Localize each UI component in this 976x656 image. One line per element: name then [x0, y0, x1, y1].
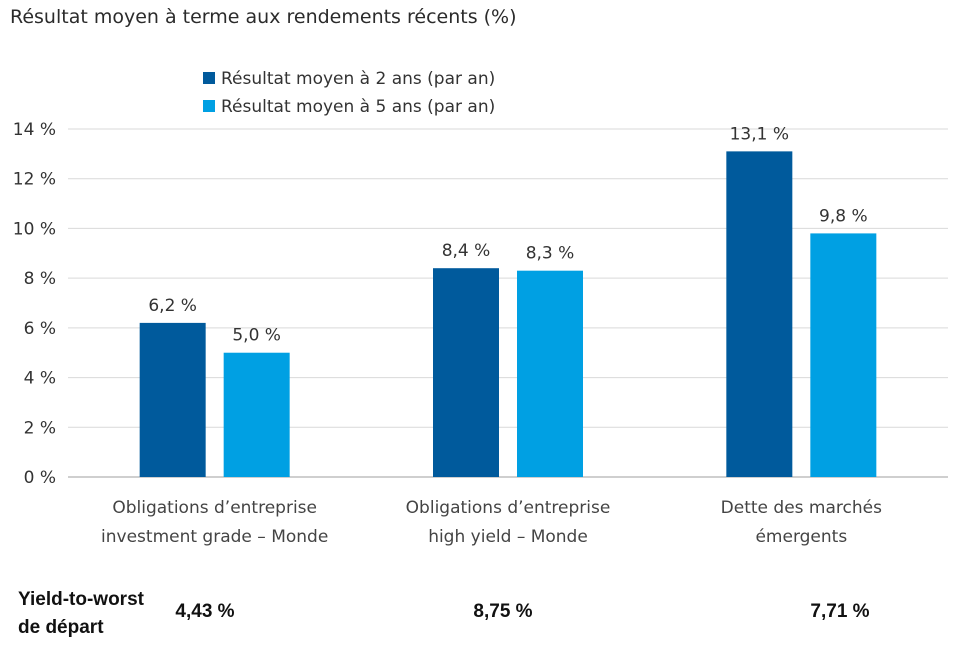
yield-to-worst-value-investment-grade: 4,43 %	[175, 601, 235, 622]
yield-to-worst-value-high-yield: 8,75 %	[473, 601, 533, 622]
bar-chart: 0 % 2 % 4 % 6 % 8 % 10 % 12 % 14 % 6,2 % 5,0 % Obl…	[13, 69, 948, 547]
y-tick-label: 4 %	[24, 369, 56, 389]
bar-five-year	[810, 233, 877, 477]
data-label: 13,1 %	[730, 124, 789, 144]
legend-swatch	[203, 100, 215, 112]
data-label: 9,8 %	[819, 206, 868, 226]
x-tick-label: émergents	[755, 527, 847, 547]
yield-to-worst-label: Yield-to-worst de départ	[18, 586, 168, 642]
yield-to-worst-label-line1: Yield-to-worst	[18, 589, 144, 610]
y-tick-label: 2 %	[24, 418, 56, 438]
y-tick-label: 6 %	[24, 319, 56, 339]
legend-label: Résultat moyen à 2 ans (par an)	[221, 69, 495, 89]
chart-title: Résultat moyen à terme aux rendements ré…	[10, 6, 517, 28]
y-tick-label: 0 %	[24, 468, 56, 488]
bar-five-year	[517, 270, 583, 477]
x-tick-label: Obligations d’entreprise	[406, 498, 611, 518]
bar-two-year	[433, 268, 499, 477]
data-label: 8,3 %	[526, 244, 575, 264]
bar-two-year	[139, 322, 206, 477]
x-tick-label: Dette des marchés	[721, 498, 882, 518]
y-tick-label: 10 %	[13, 219, 56, 239]
legend-label: Résultat moyen à 5 ans (par an)	[221, 97, 495, 117]
x-tick-label: investment grade – Monde	[101, 527, 328, 547]
x-tick-label: high yield – Monde	[428, 527, 588, 547]
bar-five-year	[223, 352, 290, 477]
y-tick-label: 12 %	[13, 170, 56, 190]
yield-to-worst-value-emerging-debt: 7,71 %	[810, 601, 870, 622]
data-label: 5,0 %	[232, 326, 281, 346]
data-label: 6,2 %	[148, 296, 197, 316]
y-tick-label: 8 %	[24, 269, 56, 289]
bar-two-year	[726, 151, 793, 477]
yield-to-worst-label-line2: de départ	[18, 617, 104, 638]
y-tick-label: 14 %	[13, 120, 56, 140]
data-label: 8,4 %	[442, 241, 491, 261]
x-tick-label: Obligations d’entreprise	[112, 498, 317, 518]
legend-swatch	[203, 72, 215, 84]
